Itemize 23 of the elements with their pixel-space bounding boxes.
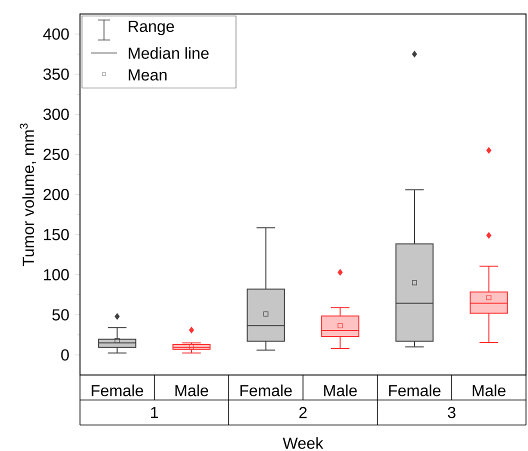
annotation: Median line: [128, 47, 209, 59]
x-tick-label: Female: [240, 384, 292, 396]
annotation: Range: [128, 20, 174, 36]
y-tick-label: 250: [44, 148, 69, 160]
y-tick-label: 150: [44, 228, 69, 240]
x-tick-label: Male: [324, 384, 357, 396]
x-tick-label: Male: [175, 384, 208, 396]
text: 1: [151, 406, 158, 418]
y-tick-label: 400: [43, 28, 69, 40]
y-tick-label: 50: [52, 309, 69, 320]
y-tick-label: 300: [43, 108, 69, 120]
x-tick-label: Male: [472, 384, 506, 396]
y-axis-title: Tumor volume, mm$^{3}$: [20, 124, 36, 266]
x-tick-label: Female: [92, 384, 144, 396]
y-tick-label: 100: [44, 269, 69, 280]
y-tick-label: 200: [44, 188, 69, 200]
y-tick-label: 350: [43, 68, 69, 80]
text: 3: [448, 406, 456, 418]
x-tick-label: Female: [389, 384, 440, 396]
text: 2: [299, 406, 307, 418]
x-axis-title: Week: [282, 437, 324, 449]
annotation: Mean: [128, 69, 167, 81]
y-tick-label: 0: [61, 349, 69, 361]
